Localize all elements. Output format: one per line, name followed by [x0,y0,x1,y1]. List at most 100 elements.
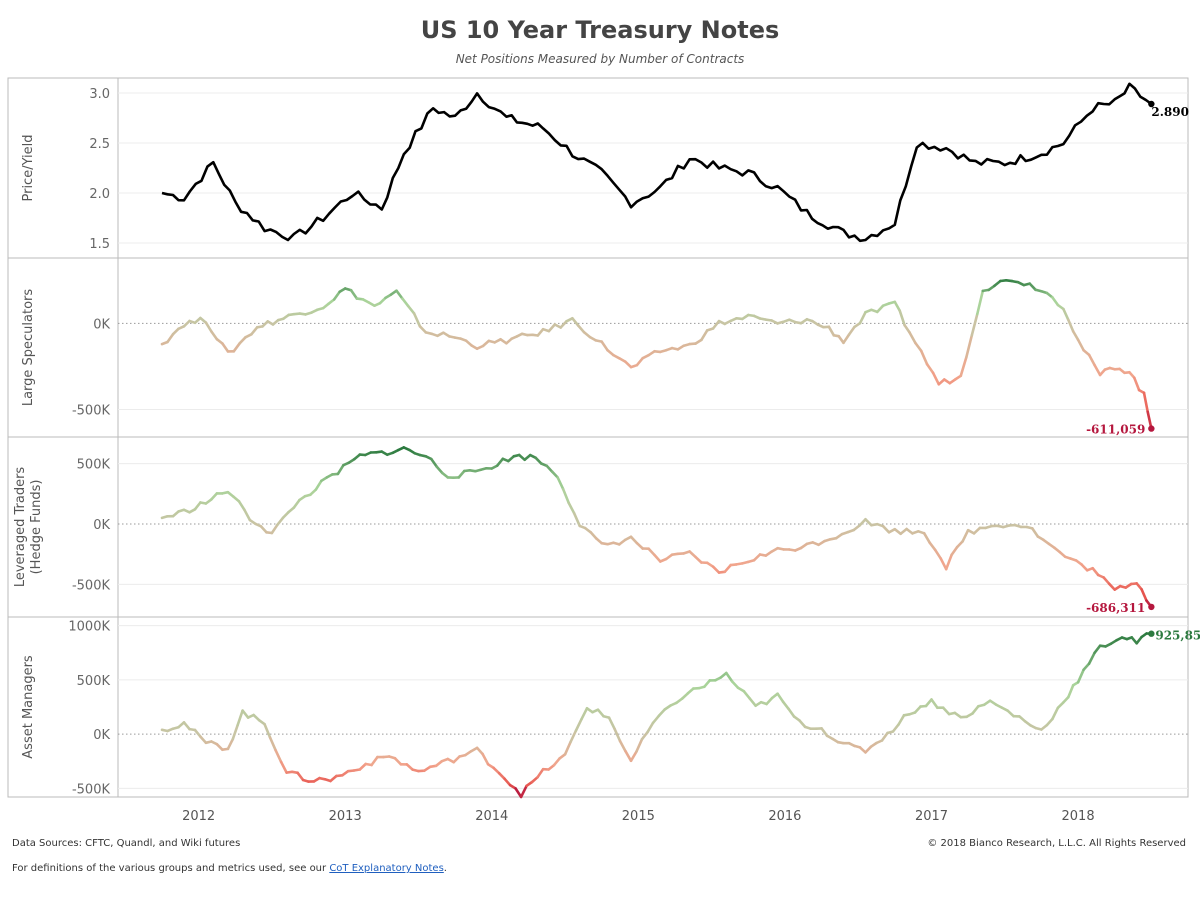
series-segment [1133,376,1141,392]
series-segment [429,457,439,469]
series-segment [276,516,285,527]
series-segment [748,697,757,708]
series-segment [781,700,790,711]
series-segment [243,508,252,522]
series-segment [552,757,561,767]
series-segment [893,300,902,312]
series-segment [939,557,948,571]
series-segment [635,356,645,367]
end-point-marker [1148,100,1155,108]
series-segment [241,709,250,719]
series-segment [635,737,644,753]
series-segment [571,316,580,327]
series-segment [787,707,796,718]
series-segment [941,706,951,716]
x-tick-label: 2016 [768,809,801,824]
series-segment [418,324,428,334]
series-segment [589,530,598,540]
series-segment [210,492,219,501]
series-segment [647,547,656,557]
series-segment [975,289,985,316]
series-segment [842,333,851,345]
end-point-marker [1148,603,1155,611]
series-segment [519,784,528,799]
series-segment [919,349,929,366]
y-tick-label: -500K [72,782,111,797]
series-segment [1142,391,1149,414]
y-tick-label: -500K [72,578,111,593]
series-segment [1076,668,1085,684]
series-segment [497,771,506,781]
series-segment [1082,662,1091,672]
chart-subtitle: Net Positions Measured by Number of Cont… [455,52,745,66]
definitions-note: For definitions of the various groups an… [12,863,447,874]
series-segment [858,310,867,325]
series-segment [613,727,622,743]
series-segment [864,745,873,754]
chart-title: US 10 Year Treasury Notes [420,16,780,44]
y-axis-title: Large Speculators [21,289,36,407]
series-segment [193,501,202,511]
x-tick-label: 2015 [622,809,655,824]
series-segment [847,325,856,336]
copyright-note: © 2018 Bianco Research, L.L.C. All Right… [927,838,1186,849]
x-tick-label: 2017 [915,809,948,824]
series-segment [547,323,557,333]
y-tick-label: 0K [93,317,110,332]
x-tick-label: 2014 [475,809,508,824]
series-segment [452,755,461,764]
series-segment [1028,282,1037,292]
series-segment [268,736,277,752]
series-segment [412,312,422,328]
definitions-suffix: . [443,863,447,874]
series-segment [928,541,937,552]
series-segment [1080,563,1089,572]
series-segment [624,749,633,763]
series-segment [166,332,175,344]
series-segment [646,721,655,734]
series-segment [955,540,964,549]
series-segment [259,524,268,534]
series-segment [931,371,941,386]
series-segment [765,696,774,706]
series-segment [964,334,974,359]
series-segment [226,737,235,751]
series-segment [457,469,466,479]
series-segment [723,563,733,574]
series-segment [395,289,404,300]
series-segment [623,360,633,369]
y-tick-label: -500K [72,403,111,418]
series-segment [694,555,703,564]
series-segment [1045,717,1054,727]
series-segment [231,723,239,741]
series-segment [607,716,616,731]
series-segment [210,330,219,341]
price-yield-line [161,82,1153,243]
series-segment [574,717,583,732]
series-segment [550,470,560,479]
series-segment [875,304,885,314]
series-segment [881,524,891,534]
series-segment [435,465,444,475]
cot-notes-link[interactable]: CoT Explanatory Notes [329,863,444,874]
series-segment [263,722,272,739]
end-value-label: 925,859 [1155,629,1200,643]
series-segment [1091,566,1100,577]
y-tick-label: 3.0 [89,87,110,102]
series-segment [922,531,932,545]
series-segment [250,325,259,336]
series-segment [702,679,712,689]
data-sources-note: Data Sources: CFTC, Quandl, and Wiki fut… [12,838,241,849]
series-segment [688,550,697,559]
series-segment [563,740,572,756]
series-segment [1006,709,1015,718]
series-segment [933,548,943,560]
series-segment [618,739,627,753]
series-segment [944,553,953,571]
series-segment [270,523,279,535]
series-segment [475,746,484,756]
series-segment [559,319,568,329]
series-segment [204,321,213,333]
series-segment [635,541,645,550]
